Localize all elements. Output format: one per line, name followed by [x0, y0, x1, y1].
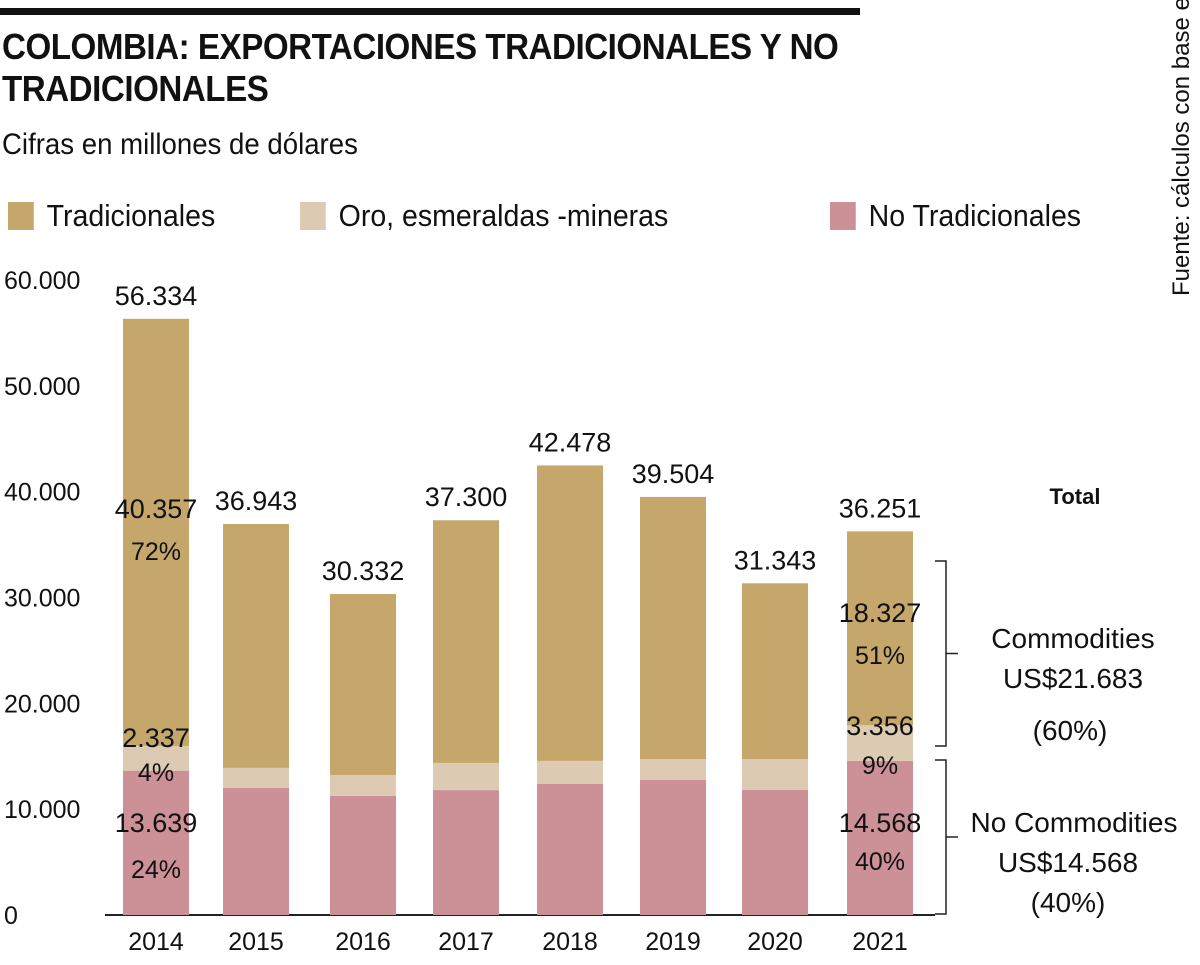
commodities-bracket — [935, 560, 958, 747]
bar-segment-oro-esmeraldas-mineras-2019 — [640, 759, 706, 780]
no-commodities-bracket — [935, 759, 958, 915]
bar-segment-oro-esmeraldas-mineras-2017 — [433, 762, 499, 791]
total-label: 56.334 — [115, 281, 198, 311]
chart-title: COLOMBIA: EXPORTACIONES TRADICIONALES Y … — [2, 26, 839, 109]
bar-segment-tradicionales-2018 — [537, 465, 603, 761]
x-tick-label: 2015 — [228, 928, 284, 956]
total-label: 42.478 — [529, 427, 612, 457]
bar-segment-tradicionales-2019 — [640, 496, 706, 760]
commodities-pct: (60%) — [1033, 715, 1108, 746]
bar-segment-no-tradicionales-2019 — [640, 779, 706, 915]
bar-segment-tradicionales-2014 — [123, 318, 189, 746]
segment-pct-label: 9% — [862, 752, 898, 780]
segment-pct-label: 51% — [855, 642, 905, 670]
bar-segment-tradicionales-2020 — [742, 583, 808, 760]
legend-item-no-tradicionales: No Tradicionales — [830, 198, 1081, 234]
y-tick-label: 10.000 — [4, 796, 80, 824]
y-tick-label: 20.000 — [4, 690, 80, 718]
no-commodities-value: US$14.568 — [998, 847, 1138, 878]
segment-pct-label: 4% — [138, 759, 174, 787]
segment-value-label: 18.327 — [839, 598, 922, 628]
legend-label: Oro, esmeraldas -mineras — [338, 198, 669, 233]
bar-segment-tradicionales-2021 — [847, 531, 913, 726]
legend-swatch — [830, 202, 856, 230]
legend-label: No Tradicionales — [868, 198, 1082, 233]
y-tick-label: 40.000 — [4, 479, 80, 507]
chart-subtitle: Cifras en millones de dólares — [2, 128, 358, 161]
commodities-value: US$21.683 — [1003, 663, 1143, 694]
segment-pct-label: 72% — [131, 538, 181, 566]
bar-segment-no-tradicionales-2015 — [223, 788, 289, 915]
bar-segment-oro-esmeraldas-mineras-2014 — [123, 745, 189, 771]
segment-pct-label: 40% — [855, 848, 905, 876]
title-rule — [0, 8, 860, 15]
segment-value-label: 40.357 — [115, 494, 198, 524]
x-tick-label: 2020 — [747, 928, 803, 956]
commodities-label: Commodities — [991, 623, 1154, 654]
segment-pct-label: 24% — [131, 856, 181, 884]
bar-segment-no-tradicionales-2014 — [123, 770, 189, 915]
bar-segment-no-tradicionales-2018 — [537, 783, 603, 915]
segment-value-label: 13.639 — [115, 808, 198, 838]
no-commodities-label: No Commodities — [971, 807, 1178, 838]
x-tick-label: 2018 — [542, 928, 598, 956]
y-tick-label: 0 — [4, 902, 18, 930]
bar-segment-no-tradicionales-2020 — [742, 790, 808, 915]
total-label: 31.343 — [734, 545, 817, 575]
x-tick-label: 2014 — [128, 928, 184, 956]
y-tick-label: 30.000 — [4, 585, 80, 613]
y-tick-label: 60.000 — [4, 267, 80, 295]
bar-segment-oro-esmeraldas-mineras-2021 — [847, 725, 913, 761]
bar-segment-no-tradicionales-2016 — [330, 795, 396, 915]
total-header: Total — [1050, 484, 1101, 509]
x-tick-label: 2016 — [335, 928, 391, 956]
segment-value-label: 3.356 — [846, 711, 914, 741]
bar-segment-tradicionales-2015 — [223, 524, 289, 768]
total-label: 36.943 — [215, 486, 298, 516]
no-commodities-pct: (40%) — [1031, 887, 1106, 918]
x-tick-label: 2017 — [438, 928, 494, 956]
bar-segment-oro-esmeraldas-mineras-2016 — [330, 774, 396, 796]
legend-swatch — [300, 202, 326, 230]
legend-item-oro: Oro, esmeraldas -mineras — [300, 198, 668, 234]
segment-value-label: 2.337 — [122, 723, 190, 753]
legend: Tradicionales Oro, esmeraldas -mineras N… — [0, 198, 1160, 238]
bar-segment-oro-esmeraldas-mineras-2018 — [537, 760, 603, 784]
x-tick-label: 2019 — [645, 928, 701, 956]
segment-value-label: 14.568 — [839, 808, 922, 838]
y-tick-label: 50.000 — [4, 373, 80, 401]
legend-swatch — [8, 202, 34, 230]
bar-segment-no-tradicionales-2021 — [847, 760, 913, 915]
total-label: 30.332 — [322, 556, 405, 586]
bar-segment-oro-esmeraldas-mineras-2020 — [742, 759, 808, 791]
bar-segment-tradicionales-2017 — [433, 520, 499, 763]
bar-segment-no-tradicionales-2017 — [433, 790, 499, 915]
bar-segment-tradicionales-2016 — [330, 593, 396, 775]
total-label: 37.300 — [425, 482, 508, 512]
total-label: 36.251 — [839, 493, 922, 523]
legend-item-tradicionales: Tradicionales — [8, 198, 215, 234]
bar-segment-oro-esmeraldas-mineras-2015 — [223, 767, 289, 788]
total-label: 39.504 — [632, 459, 715, 489]
legend-label: Tradicionales — [46, 198, 216, 233]
x-tick-label: 2021 — [852, 928, 908, 956]
